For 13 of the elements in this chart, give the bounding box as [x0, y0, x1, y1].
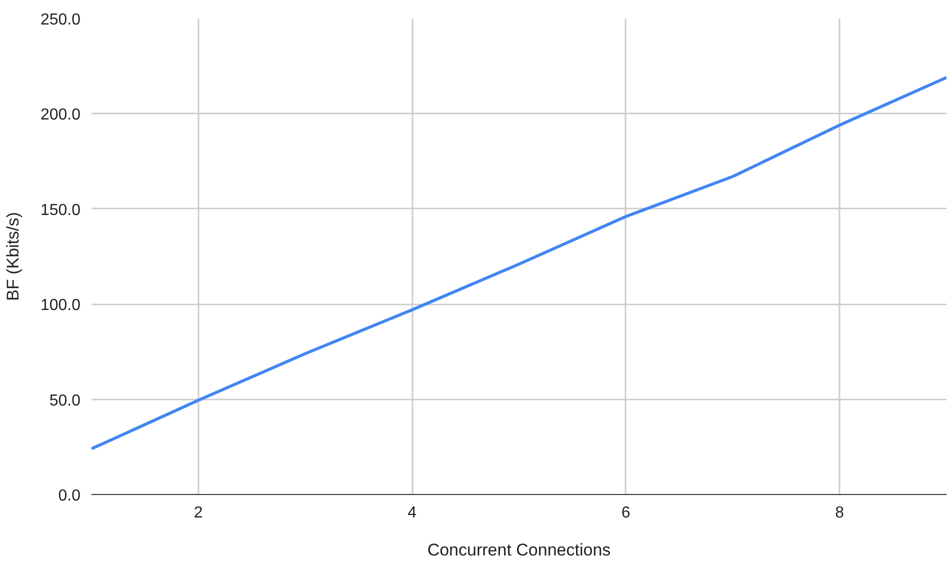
x-tick-label: 2 — [194, 504, 203, 522]
line-series — [92, 76, 946, 450]
y-tick-label: 250.0 — [40, 12, 81, 28]
y-tick-label: 50.0 — [49, 392, 81, 410]
x-tick-label: 4 — [408, 504, 417, 522]
y-tick-label: 200.0 — [40, 106, 81, 124]
x-axis-title: Concurrent Connections — [427, 540, 611, 560]
x-tick-label: 6 — [621, 504, 630, 522]
y-tick-label: 0.0 — [58, 488, 81, 504]
y-axis-title: BF (Kbits/s) — [3, 212, 22, 301]
y-tick-label: 150.0 — [40, 202, 81, 219]
x-tick-label: 8 — [835, 504, 844, 522]
y-tick-label: 100.0 — [40, 297, 81, 314]
